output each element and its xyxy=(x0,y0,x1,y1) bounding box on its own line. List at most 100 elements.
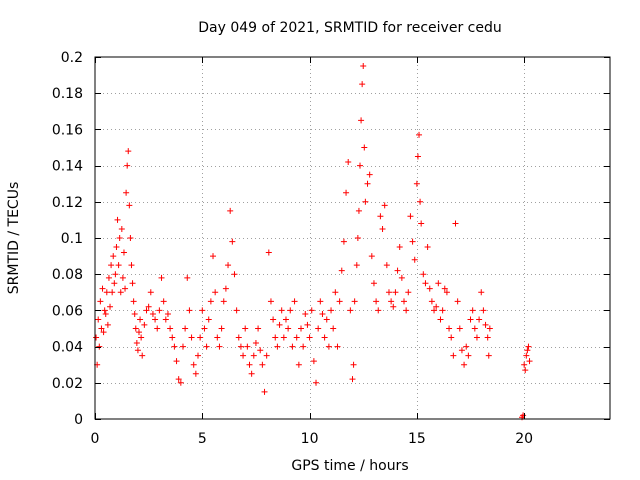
data-point xyxy=(521,361,528,368)
data-point xyxy=(360,63,367,70)
data-point xyxy=(173,358,180,365)
data-point xyxy=(456,325,463,332)
data-point xyxy=(524,347,531,354)
data-point xyxy=(282,316,289,323)
x-tick-labels: 0 5 10 15 20 xyxy=(91,431,534,447)
data-point xyxy=(103,289,110,296)
data-point xyxy=(357,162,364,169)
data-point xyxy=(125,148,132,155)
y-tick-label: 0.06 xyxy=(52,303,83,319)
chart-grid xyxy=(95,57,610,419)
y-tick-labels: 0 0.02 0.04 0.06 0.08 0.1 0.12 0.14 0.16 0.18 0.2 xyxy=(52,50,83,428)
data-point xyxy=(306,334,313,341)
data-point xyxy=(252,339,259,346)
data-point xyxy=(280,334,287,341)
data-point xyxy=(156,307,163,314)
data-point xyxy=(431,307,438,314)
data-point xyxy=(278,307,285,314)
data-point xyxy=(272,334,279,341)
data-point xyxy=(354,235,361,241)
data-point xyxy=(405,289,412,296)
data-point xyxy=(231,271,238,278)
data-point xyxy=(188,334,195,341)
data-point xyxy=(126,202,133,209)
data-point xyxy=(171,343,178,350)
data-point xyxy=(413,180,420,187)
data-point xyxy=(222,285,229,292)
data-point xyxy=(302,311,309,318)
data-point xyxy=(398,274,405,281)
data-point xyxy=(220,298,227,305)
data-point xyxy=(97,298,104,305)
data-point xyxy=(143,307,150,314)
data-point xyxy=(315,325,322,332)
data-point xyxy=(482,321,489,328)
data-point xyxy=(366,171,373,178)
data-point xyxy=(334,343,341,350)
data-point xyxy=(520,412,527,419)
data-point xyxy=(212,289,219,296)
data-point xyxy=(102,311,109,318)
data-point xyxy=(417,198,424,205)
data-point xyxy=(175,376,182,383)
data-point xyxy=(210,253,217,260)
y-tick-label: 0.12 xyxy=(52,195,83,211)
data-point xyxy=(424,244,431,251)
data-point xyxy=(227,207,234,214)
axis-ticks xyxy=(95,57,610,420)
data-point xyxy=(248,370,255,377)
data-point xyxy=(205,316,212,323)
data-point xyxy=(124,162,131,169)
data-point xyxy=(454,298,461,305)
data-point xyxy=(261,388,268,395)
data-point xyxy=(319,311,326,318)
data-point xyxy=(164,311,171,318)
data-point xyxy=(465,352,472,359)
data-point xyxy=(177,379,184,386)
data-point xyxy=(291,298,298,305)
data-point xyxy=(93,334,100,341)
data-point xyxy=(134,347,141,354)
data-point xyxy=(418,220,425,227)
data-point xyxy=(414,153,421,160)
data-point xyxy=(308,307,315,314)
data-point xyxy=(383,262,390,269)
data-point xyxy=(377,213,384,220)
data-point xyxy=(263,352,270,359)
data-point xyxy=(443,289,450,296)
data-point xyxy=(162,316,169,323)
data-point xyxy=(437,316,444,323)
data-point xyxy=(133,339,140,346)
data-point xyxy=(233,307,240,314)
data-point xyxy=(197,334,204,341)
data-point xyxy=(350,361,357,368)
data-point xyxy=(368,253,375,260)
data-point xyxy=(394,267,401,274)
data-point xyxy=(351,298,358,305)
data-point xyxy=(385,289,392,296)
data-point xyxy=(115,262,122,269)
data-point xyxy=(420,271,427,278)
data-point xyxy=(118,225,125,232)
data-point xyxy=(100,329,107,336)
data-points xyxy=(93,63,533,421)
data-point xyxy=(467,316,474,323)
data-point xyxy=(473,334,480,341)
y-tick-label: 0.04 xyxy=(52,340,83,356)
y-tick-label: 0.14 xyxy=(52,159,83,175)
data-point xyxy=(152,316,159,323)
data-point xyxy=(439,307,446,314)
data-point xyxy=(130,298,137,305)
data-point xyxy=(240,352,247,359)
data-point xyxy=(330,325,337,332)
data-point xyxy=(109,289,116,296)
x-tick-label: 0 xyxy=(91,431,100,447)
data-point xyxy=(448,334,455,341)
data-point xyxy=(214,334,221,341)
data-point xyxy=(216,343,223,350)
data-point xyxy=(110,253,117,260)
data-point xyxy=(235,334,242,341)
data-point xyxy=(276,321,283,328)
data-point xyxy=(325,343,332,350)
